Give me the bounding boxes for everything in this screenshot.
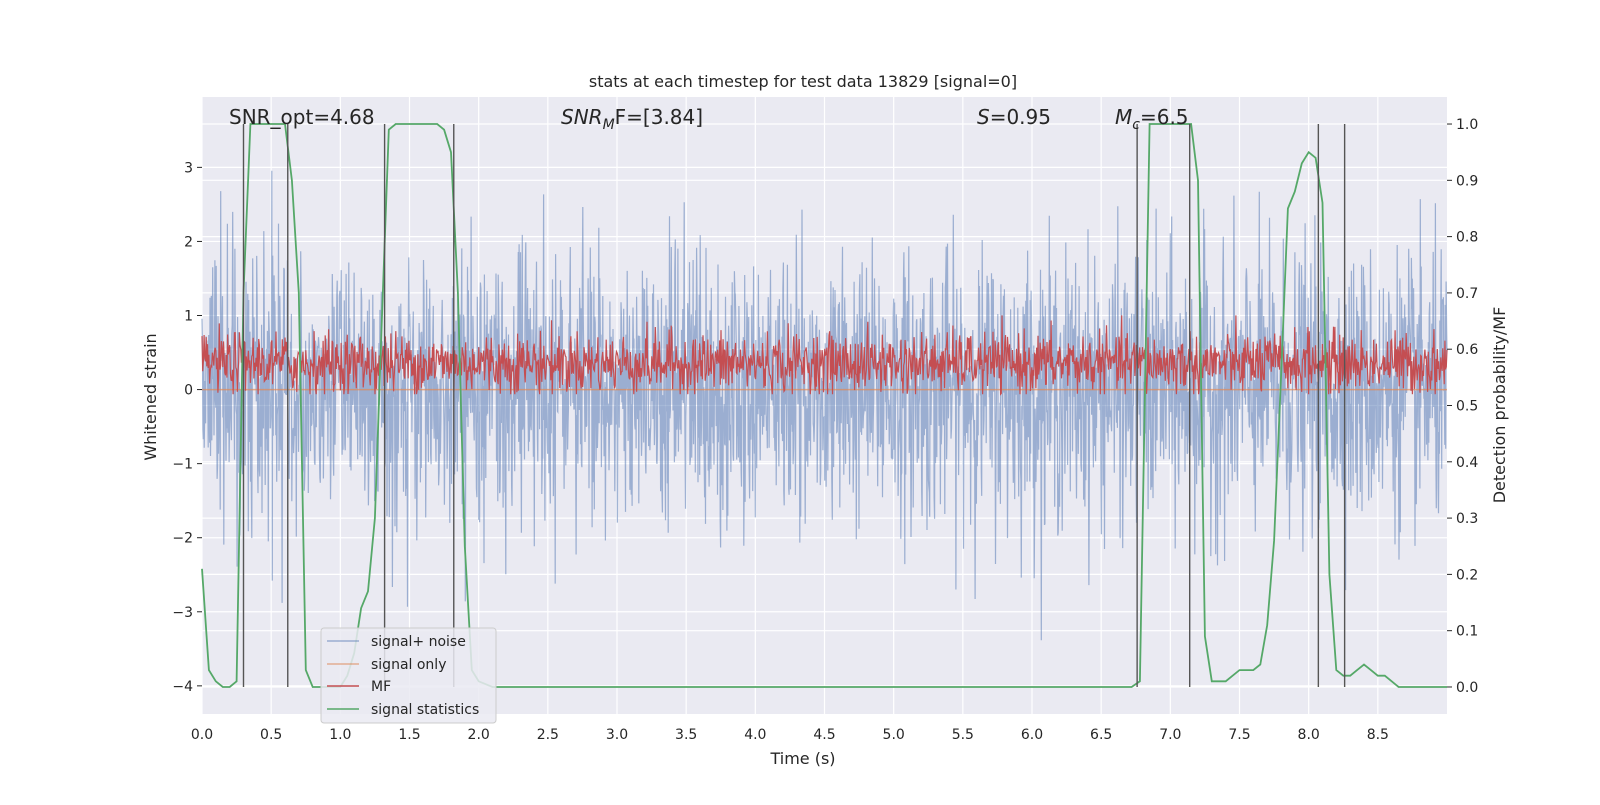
x-tick-label: 1.5 bbox=[398, 727, 420, 743]
legend-label-signal-statistics: signal statistics bbox=[371, 702, 479, 718]
y-right-tick-label: 0.7 bbox=[1456, 286, 1478, 302]
annotation-s-value: =0.95 bbox=[990, 105, 1051, 129]
series-mf bbox=[201, 315, 1448, 396]
x-tick-label: 0.5 bbox=[260, 727, 282, 743]
series-signal-statistics bbox=[201, 123, 1447, 688]
x-tick-label: 7.0 bbox=[1159, 727, 1181, 743]
x-tick-label: 6.5 bbox=[1090, 727, 1112, 743]
x-tick-label: 4.5 bbox=[813, 727, 835, 743]
y-right-tick-label: 1.0 bbox=[1456, 117, 1478, 133]
annotation-mc-subscript: c bbox=[1132, 117, 1140, 133]
x-tick-label: 2.5 bbox=[537, 727, 559, 743]
legend-label-signal-only: signal only bbox=[371, 657, 446, 673]
x-tick-label: 5.5 bbox=[952, 727, 974, 743]
x-tick-label: 8.0 bbox=[1298, 727, 1320, 743]
x-tick-label: 7.5 bbox=[1228, 727, 1250, 743]
x-tick-label: 8.5 bbox=[1367, 727, 1389, 743]
y-tick-label: 0 bbox=[184, 383, 193, 399]
y-tick-label: −4 bbox=[172, 679, 193, 695]
annotation-mc: Mc=6.5 bbox=[1115, 105, 1189, 133]
annotation-mc-symbol: M bbox=[1115, 105, 1132, 129]
x-tick-label: 6.0 bbox=[1021, 727, 1043, 743]
y-axis-right-label: Detection probability/MF bbox=[1490, 307, 1509, 504]
series-layer bbox=[201, 123, 1448, 688]
x-tick-label: 3.5 bbox=[675, 727, 697, 743]
y-right-tick-label: 0.9 bbox=[1456, 173, 1478, 189]
y-tick-label: 1 bbox=[184, 309, 193, 325]
annotation-snr-mf-subscript: M bbox=[603, 117, 615, 133]
x-axis-ticks: 0.0 0.5 1.0 1.5 2.0 2.5 3.0 3.5 4.0 4.5 5.0 5.5 6.0 6… bbox=[191, 727, 1389, 743]
y-right-tick-label: 0.3 bbox=[1456, 511, 1478, 527]
annotation-mc-value: =6.5 bbox=[1140, 105, 1189, 129]
legend: signal+ noise signal only MF signal stat… bbox=[320, 627, 497, 724]
y-right-tick-label: 0.4 bbox=[1456, 455, 1478, 471]
x-tick-label: 3.0 bbox=[606, 727, 628, 743]
y-axis-label: Whitened strain bbox=[141, 333, 160, 460]
legend-label-mf: MF bbox=[371, 679, 391, 695]
x-tick-label: 0.0 bbox=[191, 727, 213, 743]
series-signal-noise bbox=[201, 170, 1448, 641]
y-tick-label: −3 bbox=[172, 605, 193, 621]
x-tick-label: 4.0 bbox=[744, 727, 766, 743]
annotation-snr-mf-value: F=[3.84] bbox=[615, 105, 703, 129]
vertical-markers bbox=[242, 124, 1346, 687]
annotation-snr-opt: SNR_opt=4.68 bbox=[229, 105, 375, 129]
annotation-snr-mf-symbol: SNR bbox=[561, 105, 603, 129]
y-axis-ticks: −4 −3 −2 −1 0 1 2 3 bbox=[172, 160, 202, 695]
y-right-tick-label: 0.5 bbox=[1456, 399, 1478, 415]
chart-title: stats at each timestep for test data 138… bbox=[589, 72, 1017, 91]
y-right-tick-label: 0.1 bbox=[1456, 624, 1478, 640]
y-tick-label: 3 bbox=[184, 160, 193, 176]
legend-label-signal-noise: signal+ noise bbox=[371, 634, 466, 650]
legend-box bbox=[320, 627, 497, 724]
y-tick-label: −2 bbox=[172, 531, 193, 547]
annotation-s: S=0.95 bbox=[977, 105, 1051, 129]
annotation-snr-mf: SNRMF=[3.84] bbox=[561, 105, 703, 133]
y-right-tick-label: 0.8 bbox=[1456, 230, 1478, 246]
y-right-tick-label: 0.2 bbox=[1456, 567, 1478, 583]
y-axis-right-ticks: 0.0 0.1 0.2 0.3 0.4 0.5 0.6 0.7 0.8 0.9 1.0 bbox=[1447, 117, 1478, 696]
y-tick-label: 2 bbox=[184, 234, 193, 250]
annotation-s-symbol: S bbox=[977, 105, 990, 129]
y-tick-label: −1 bbox=[172, 457, 193, 473]
y-right-tick-label: 0.6 bbox=[1456, 342, 1478, 358]
x-tick-label: 1.0 bbox=[329, 727, 351, 743]
x-axis-label: Time (s) bbox=[769, 749, 835, 768]
y-right-tick-label: 0.0 bbox=[1456, 680, 1478, 696]
x-tick-label: 2.0 bbox=[468, 727, 490, 743]
x-tick-label: 5.0 bbox=[883, 727, 905, 743]
